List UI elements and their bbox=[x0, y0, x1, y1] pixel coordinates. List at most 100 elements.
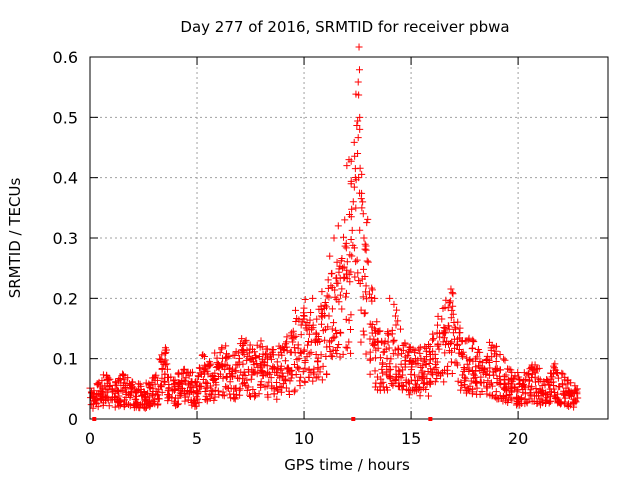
data-point bbox=[350, 138, 358, 146]
data-point bbox=[250, 348, 258, 356]
data-point bbox=[168, 387, 176, 395]
data-point bbox=[158, 388, 166, 396]
data-point bbox=[550, 385, 558, 393]
data-point bbox=[245, 349, 253, 357]
data-point bbox=[115, 402, 123, 410]
data-point bbox=[335, 268, 343, 276]
data-point bbox=[155, 385, 163, 393]
data-point bbox=[275, 342, 283, 350]
data-point bbox=[469, 366, 477, 374]
data-point bbox=[292, 317, 300, 325]
data-point bbox=[278, 351, 286, 359]
data-point bbox=[349, 198, 357, 206]
data-point bbox=[324, 276, 332, 284]
data-point bbox=[507, 394, 515, 402]
data-point bbox=[298, 318, 306, 326]
axis-marker bbox=[428, 417, 433, 421]
data-point bbox=[129, 378, 137, 386]
data-point bbox=[465, 366, 473, 374]
data-point bbox=[163, 365, 171, 373]
data-point bbox=[429, 371, 437, 379]
data-point bbox=[207, 382, 215, 390]
data-point bbox=[490, 371, 498, 379]
data-point bbox=[423, 375, 431, 383]
data-point bbox=[195, 399, 203, 407]
data-point bbox=[476, 348, 484, 356]
data-point bbox=[326, 348, 334, 356]
data-point bbox=[99, 401, 107, 409]
data-point bbox=[239, 360, 247, 368]
data-point bbox=[354, 78, 362, 86]
data-point bbox=[416, 392, 424, 400]
data-point bbox=[319, 362, 327, 370]
data-point bbox=[435, 345, 443, 353]
data-point bbox=[422, 385, 430, 393]
data-point bbox=[422, 360, 430, 368]
data-point bbox=[347, 349, 355, 357]
data-point bbox=[519, 380, 527, 388]
data-point bbox=[351, 273, 359, 281]
data-point bbox=[258, 367, 266, 375]
data-point bbox=[430, 365, 438, 373]
data-point bbox=[488, 353, 496, 361]
x-tick-label: 10 bbox=[294, 429, 314, 448]
data-point bbox=[188, 379, 196, 387]
data-point bbox=[267, 374, 275, 382]
data-point bbox=[225, 352, 233, 360]
data-point bbox=[132, 389, 140, 397]
data-point bbox=[331, 293, 339, 301]
data-point bbox=[355, 277, 363, 285]
data-point bbox=[282, 340, 290, 348]
data-point bbox=[401, 340, 409, 348]
data-point bbox=[386, 375, 394, 383]
data-point bbox=[420, 370, 428, 378]
data-point bbox=[385, 344, 393, 352]
data-point bbox=[459, 353, 467, 361]
data-point bbox=[169, 377, 177, 385]
data-point bbox=[284, 364, 292, 372]
data-point bbox=[347, 213, 355, 221]
x-tick-label: 0 bbox=[85, 429, 95, 448]
data-point bbox=[467, 377, 475, 385]
y-tick-label: 0.2 bbox=[53, 289, 78, 308]
data-point bbox=[327, 352, 335, 360]
data-point bbox=[350, 183, 358, 191]
data-point bbox=[343, 344, 351, 352]
data-point bbox=[393, 306, 401, 314]
data-point bbox=[313, 315, 321, 323]
data-point bbox=[185, 372, 193, 380]
data-point bbox=[359, 198, 367, 206]
data-point bbox=[454, 361, 462, 369]
data-point bbox=[389, 338, 397, 346]
data-point bbox=[123, 388, 131, 396]
data-point bbox=[150, 396, 158, 404]
data-point bbox=[305, 373, 313, 381]
data-point bbox=[468, 345, 476, 353]
data-point bbox=[390, 300, 398, 308]
data-point bbox=[262, 370, 270, 378]
data-point bbox=[115, 375, 123, 383]
data-point bbox=[348, 205, 356, 213]
data-point bbox=[449, 310, 457, 318]
data-point bbox=[377, 380, 385, 388]
data-point bbox=[517, 395, 525, 403]
data-point bbox=[333, 350, 341, 358]
data-point bbox=[408, 386, 416, 394]
data-point bbox=[305, 350, 313, 358]
data-point bbox=[180, 366, 188, 374]
data-point bbox=[317, 320, 325, 328]
data-point bbox=[182, 374, 190, 382]
data-point bbox=[325, 293, 333, 301]
data-point bbox=[354, 269, 362, 277]
axis-marker bbox=[92, 417, 97, 421]
data-point bbox=[244, 383, 252, 391]
data-point bbox=[438, 315, 446, 323]
data-point bbox=[95, 378, 103, 386]
data-point bbox=[323, 303, 331, 311]
data-point bbox=[476, 378, 484, 386]
data-point bbox=[357, 195, 365, 203]
data-point bbox=[332, 326, 340, 334]
data-point bbox=[378, 337, 386, 345]
data-point bbox=[151, 373, 159, 381]
data-point bbox=[528, 383, 536, 391]
